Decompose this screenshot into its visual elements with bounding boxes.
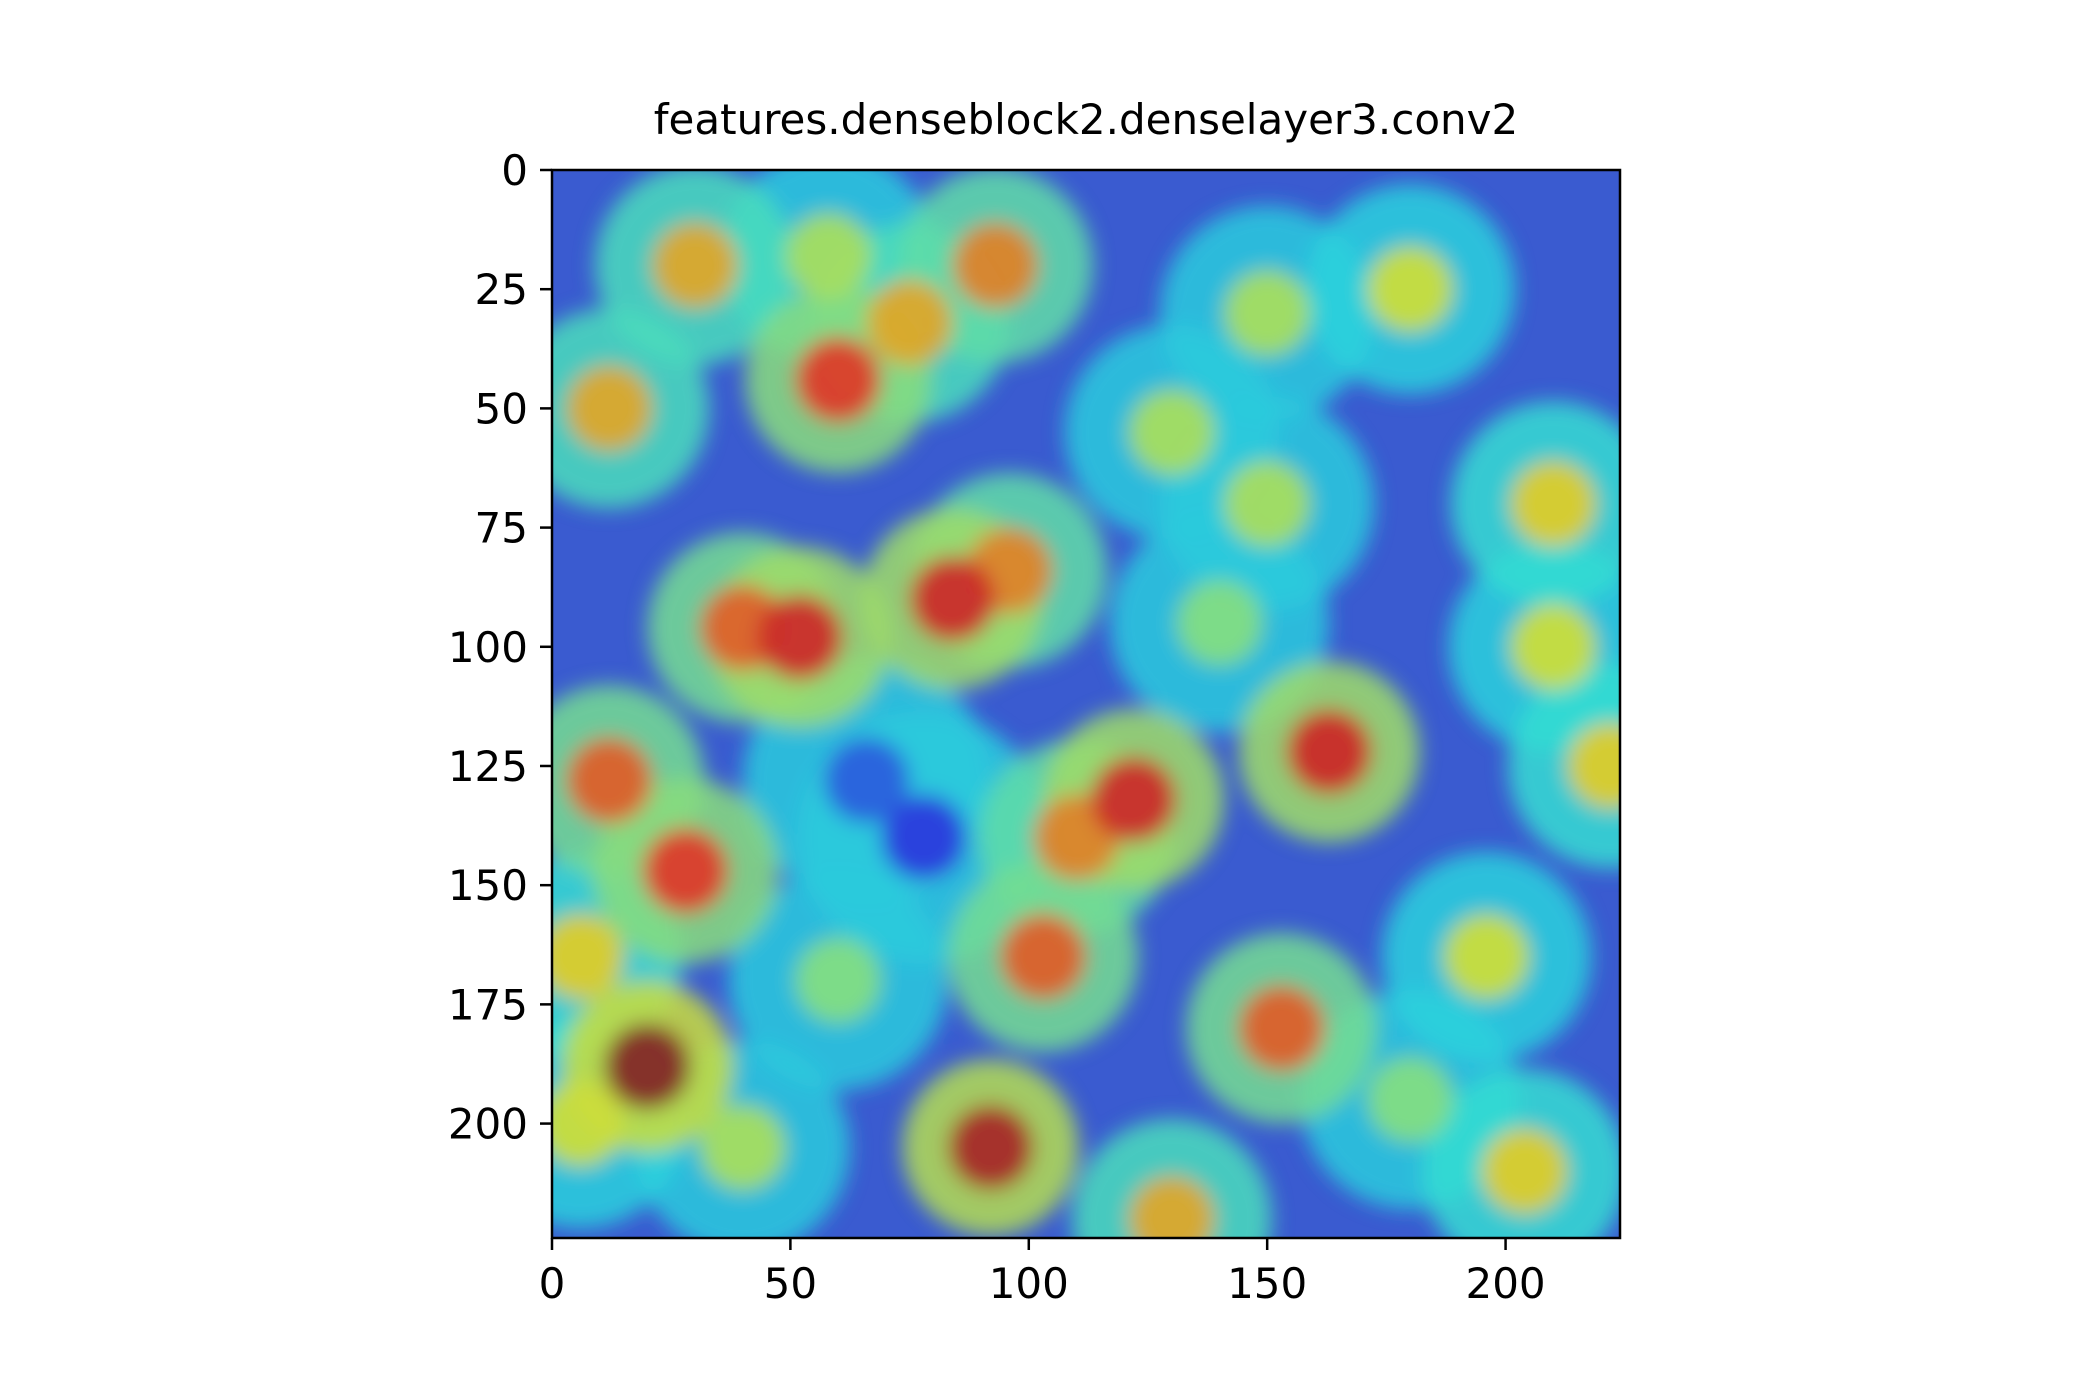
heatmap-hotspot — [604, 1023, 691, 1110]
y-tick-label: 125 — [448, 742, 528, 791]
heatmap-hotspot — [566, 737, 653, 824]
heatmap-hotspot — [880, 794, 967, 881]
heatmap-hotspot — [642, 827, 729, 914]
heatmap-hotspot — [866, 279, 953, 366]
heatmap-hotspots — [552, 170, 1620, 1238]
heatmap-hotspot — [952, 222, 1039, 309]
heatmap-hotspot — [785, 212, 872, 299]
heatmap-hotspot — [1128, 1176, 1215, 1238]
heatmap-hotspot — [1224, 270, 1311, 356]
y-tick-label: 100 — [448, 623, 528, 672]
y-tick-label: 150 — [448, 861, 528, 910]
x-tick-label: 200 — [1465, 1259, 1545, 1308]
x-tick-label: 0 — [539, 1259, 566, 1308]
heatmap-hotspot — [566, 365, 653, 452]
heatmap-hotspot — [1510, 460, 1597, 547]
y-tick-label: 200 — [448, 1100, 528, 1149]
heatmap-hotspot — [1481, 1128, 1568, 1215]
heatmap-hotspot — [1567, 723, 1620, 809]
heatmap-hotspot — [1367, 246, 1454, 333]
heatmap-hotspot — [909, 556, 996, 643]
heatmap-hotspot — [1510, 603, 1597, 690]
x-tick-label: 50 — [764, 1259, 817, 1308]
heatmap-hotspot — [699, 1104, 786, 1191]
x-tick-label: 150 — [1227, 1259, 1307, 1308]
y-tick-label: 0 — [501, 146, 528, 195]
heatmap-hotspot — [1000, 913, 1086, 1000]
y-tick-label: 25 — [475, 265, 528, 314]
heatmap-hotspot — [1286, 708, 1373, 795]
heatmap-hotspot-halo — [1507, 663, 1620, 869]
heatmap-hotspot — [947, 1104, 1034, 1191]
y-tick-label: 50 — [475, 384, 528, 433]
heatmap-hotspot — [795, 937, 881, 1024]
y-tick-label: 75 — [475, 504, 528, 553]
heatmap-hotspot — [552, 1080, 624, 1167]
heatmap-hotspot — [1443, 913, 1530, 1000]
y-axis: 0 25 50 75 100 125 150 175 200 — [448, 146, 552, 1149]
x-tick-label: 100 — [989, 1259, 1069, 1308]
heatmap-hotspot — [823, 737, 910, 824]
chart-title: features.denseblock2.denselayer3.conv2 — [654, 95, 1519, 144]
x-axis: 0 50 100 150 200 — [539, 1238, 1546, 1308]
plot-area — [552, 170, 1620, 1238]
heatmap-hotspot — [1367, 1056, 1454, 1143]
heatmap-hotspot — [1090, 756, 1177, 843]
heatmap-hotspot — [757, 594, 843, 681]
plot-frame — [550, 168, 1622, 1240]
heatmap-hotspot — [1224, 460, 1311, 547]
heatmap-hotspot — [1238, 985, 1325, 1072]
heatmap-hotspot — [1176, 580, 1263, 666]
heatmap-hotspot — [652, 222, 738, 309]
y-tick-label: 175 — [448, 980, 528, 1029]
heatmap-hotspot — [1128, 389, 1215, 476]
heatmap-hotspot — [795, 336, 881, 423]
heatmap-hotspot — [552, 913, 624, 1000]
